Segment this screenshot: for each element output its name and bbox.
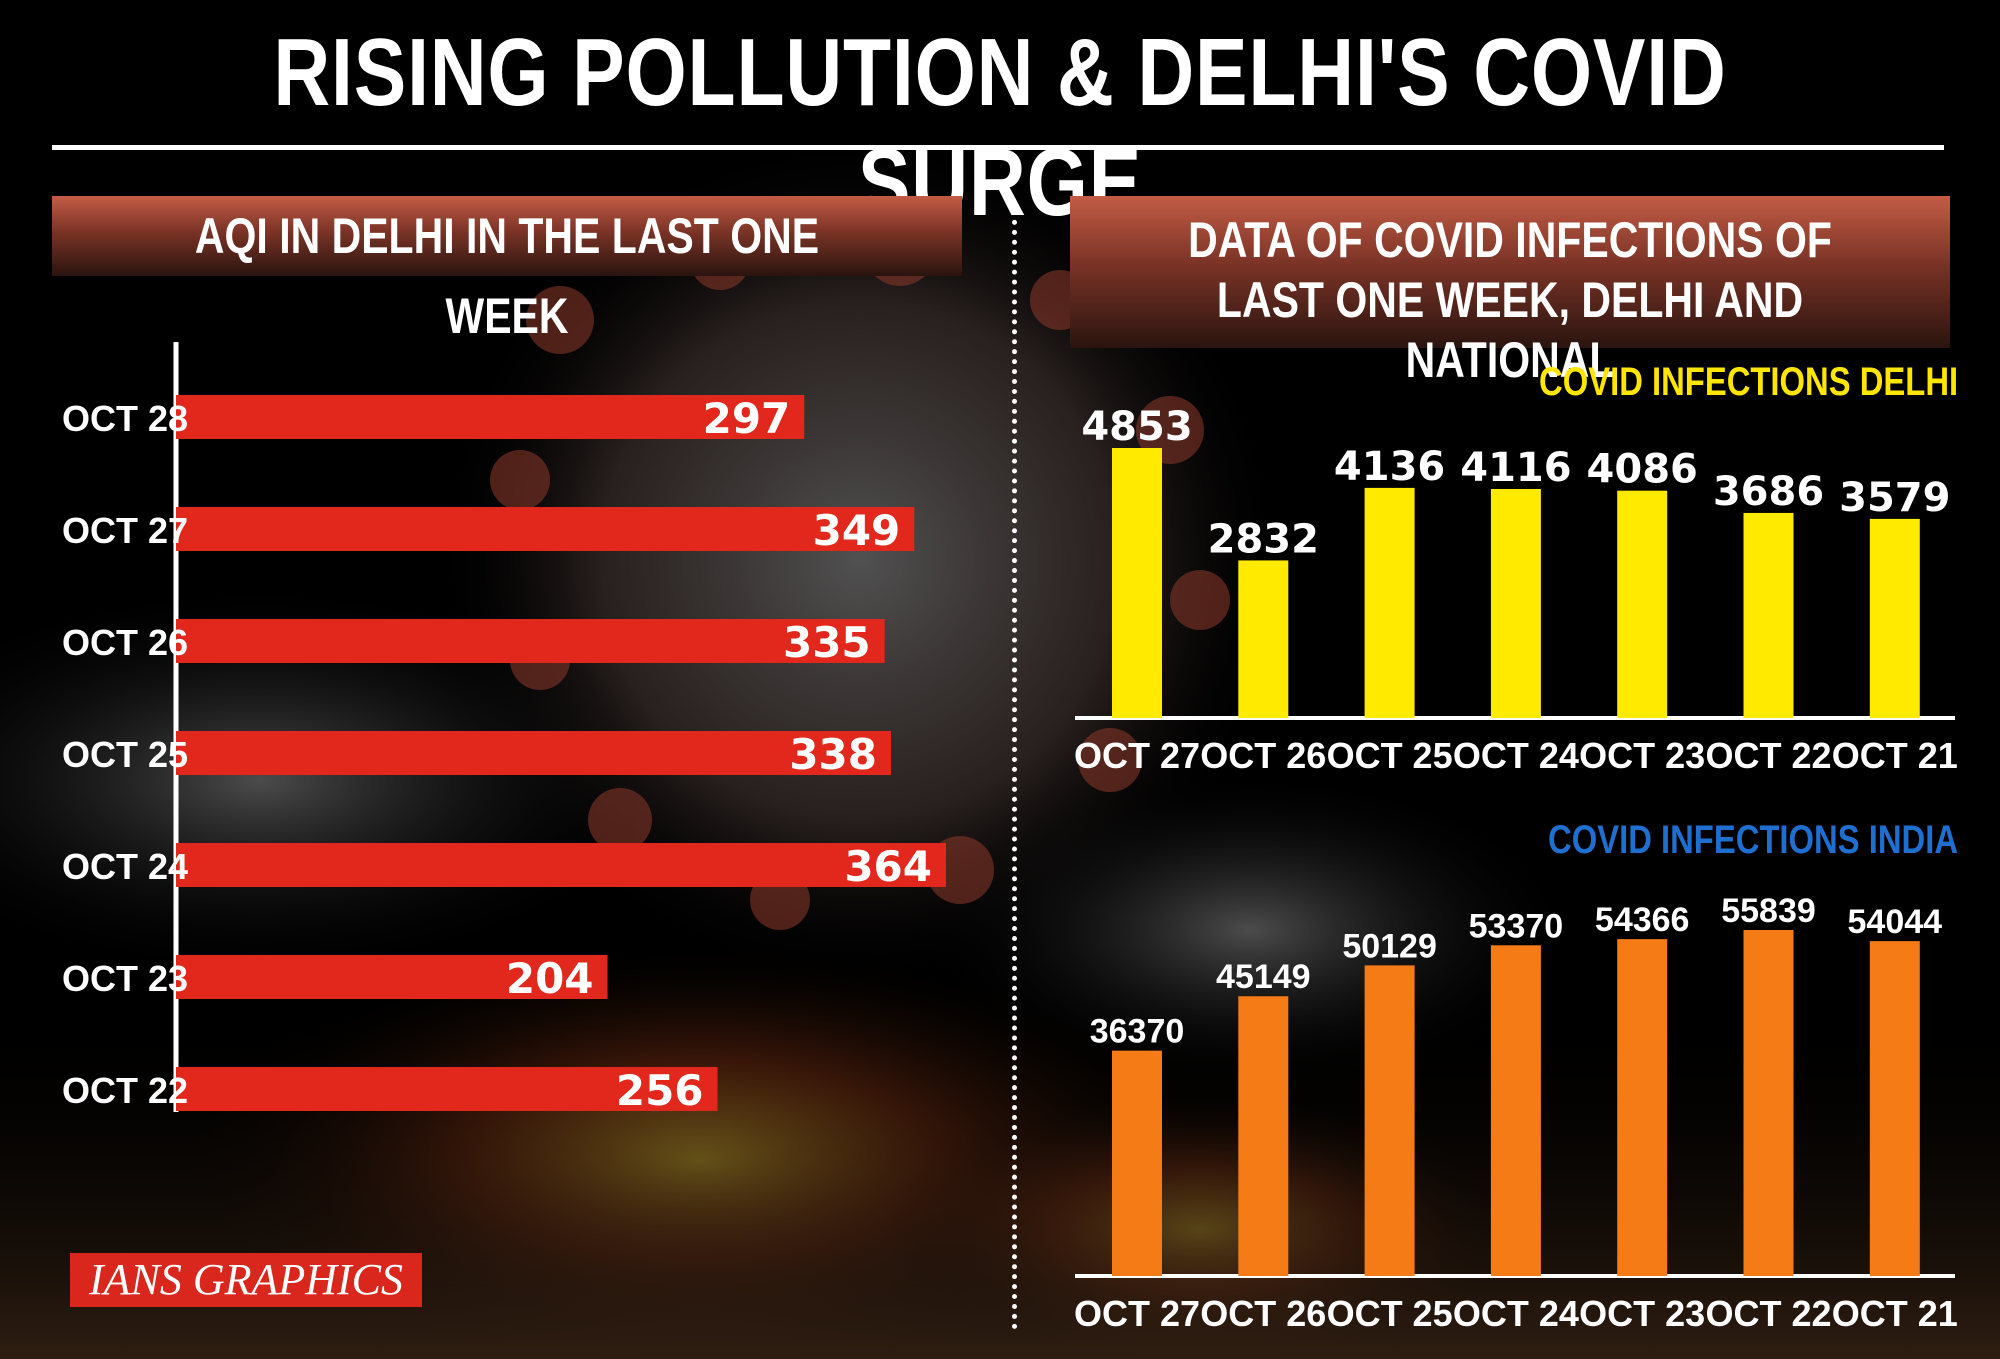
delhi-value-label: 4116 [1460,445,1571,491]
aqi-category-label: OCT 26 [62,622,188,663]
india-category-label: OCT 25 [1327,1293,1453,1334]
delhi-value-label: 3579 [1839,475,1950,521]
aqi-value-label: 297 [703,394,791,443]
delhi-value-label: 2832 [1208,516,1319,562]
delhi-category-label: OCT 22 [1705,735,1831,776]
india-value-label: 54366 [1595,901,1690,939]
aqi-bar [176,955,608,999]
aqi-bar [176,395,805,439]
aqi-value-label: 335 [783,618,871,667]
delhi-category-label: OCT 23 [1579,735,1705,776]
india-value-label: 45149 [1216,958,1311,996]
india-bar [1617,939,1668,1276]
aqi-value-label: 256 [616,1066,704,1115]
delhi-bar [1238,560,1289,718]
delhi-category-label: OCT 25 [1327,735,1453,776]
aqi-category-label: OCT 25 [62,734,188,775]
india-chart-title: COVID INFECTIONS INDIA [1547,818,1958,862]
india-category-label: OCT 22 [1705,1293,1831,1334]
india-value-label: 50129 [1342,927,1437,965]
aqi-category-label: OCT 27 [62,510,188,551]
delhi-category-label: OCT 21 [1832,735,1958,776]
india-bar [1112,1050,1162,1276]
delhi-chart-title: COVID INFECTIONS DELHI [1538,360,1958,404]
delhi-bar [1490,489,1541,718]
aqi-bar-chart: OCT 28 297 OCT 27 349 OCT 26 335 OCT 25 338 OCT … [62,342,946,1115]
india-category-label: OCT 21 [1832,1293,1958,1334]
india-category-label: OCT 23 [1579,1293,1705,1334]
aqi-value-label: 204 [506,954,594,1003]
aqi-value-label: 364 [844,842,932,891]
india-bar [1364,965,1415,1276]
india-value-label: 54044 [1848,903,1943,941]
delhi-category-label: OCT 26 [1200,735,1326,776]
india-bar [1238,996,1289,1276]
aqi-bar [176,731,891,775]
panel-divider [1012,200,1017,1330]
aqi-bar [176,1067,718,1111]
india-value-label: 36370 [1090,1013,1185,1051]
aqi-category-label: OCT 22 [62,1070,188,1111]
delhi-value-label: 4853 [1081,404,1192,450]
delhi-bar [1617,490,1668,718]
ians-graphics-credit: IANS GRAPHICS [70,1253,422,1307]
delhi-value-label: 4136 [1334,444,1445,490]
aqi-category-label: OCT 28 [62,398,188,439]
covid-section-title: DATA OF COVID INFECTIONS OF LAST ONE WEE… [1070,196,1950,388]
delhi-bar [1364,487,1415,718]
delhi-value-label: 3686 [1713,469,1824,515]
aqi-category-label: OCT 24 [62,846,188,887]
india-bar [1743,930,1794,1276]
covid-section-title-text: DATA OF COVID INFECTIONS OF LAST ONE WEE… [1188,212,1832,388]
aqi-chart-title-text: AQI IN DELHI IN THE LAST ONE WEEK [194,208,820,344]
aqi-bar [176,507,915,551]
aqi-value-label: 349 [813,506,901,555]
delhi-category-label: OCT 24 [1453,735,1579,776]
aqi-value-label: 338 [789,730,877,779]
title-underline [52,145,1944,150]
page-title: RISING POLLUTION & DELHI'S COVID SURGE [273,19,1727,236]
delhi-category-label: OCT 27 [1074,735,1200,776]
india-bar [1869,941,1920,1276]
delhi-bar [1112,448,1162,718]
delhi-bar [1869,518,1920,718]
aqi-bar [176,843,946,887]
india-category-label: OCT 26 [1200,1293,1326,1334]
india-value-label: 53370 [1469,907,1564,945]
india-value-label: 55839 [1721,892,1816,930]
delhi-bar [1743,512,1794,718]
aqi-chart-title: AQI IN DELHI IN THE LAST ONE WEEK [52,196,962,344]
india-bar [1490,945,1541,1276]
india-category-label: OCT 27 [1074,1293,1200,1334]
india-category-label: OCT 24 [1453,1293,1579,1334]
aqi-category-label: OCT 23 [62,958,188,999]
delhi-value-label: 4086 [1587,447,1698,493]
aqi-bar [176,619,885,663]
